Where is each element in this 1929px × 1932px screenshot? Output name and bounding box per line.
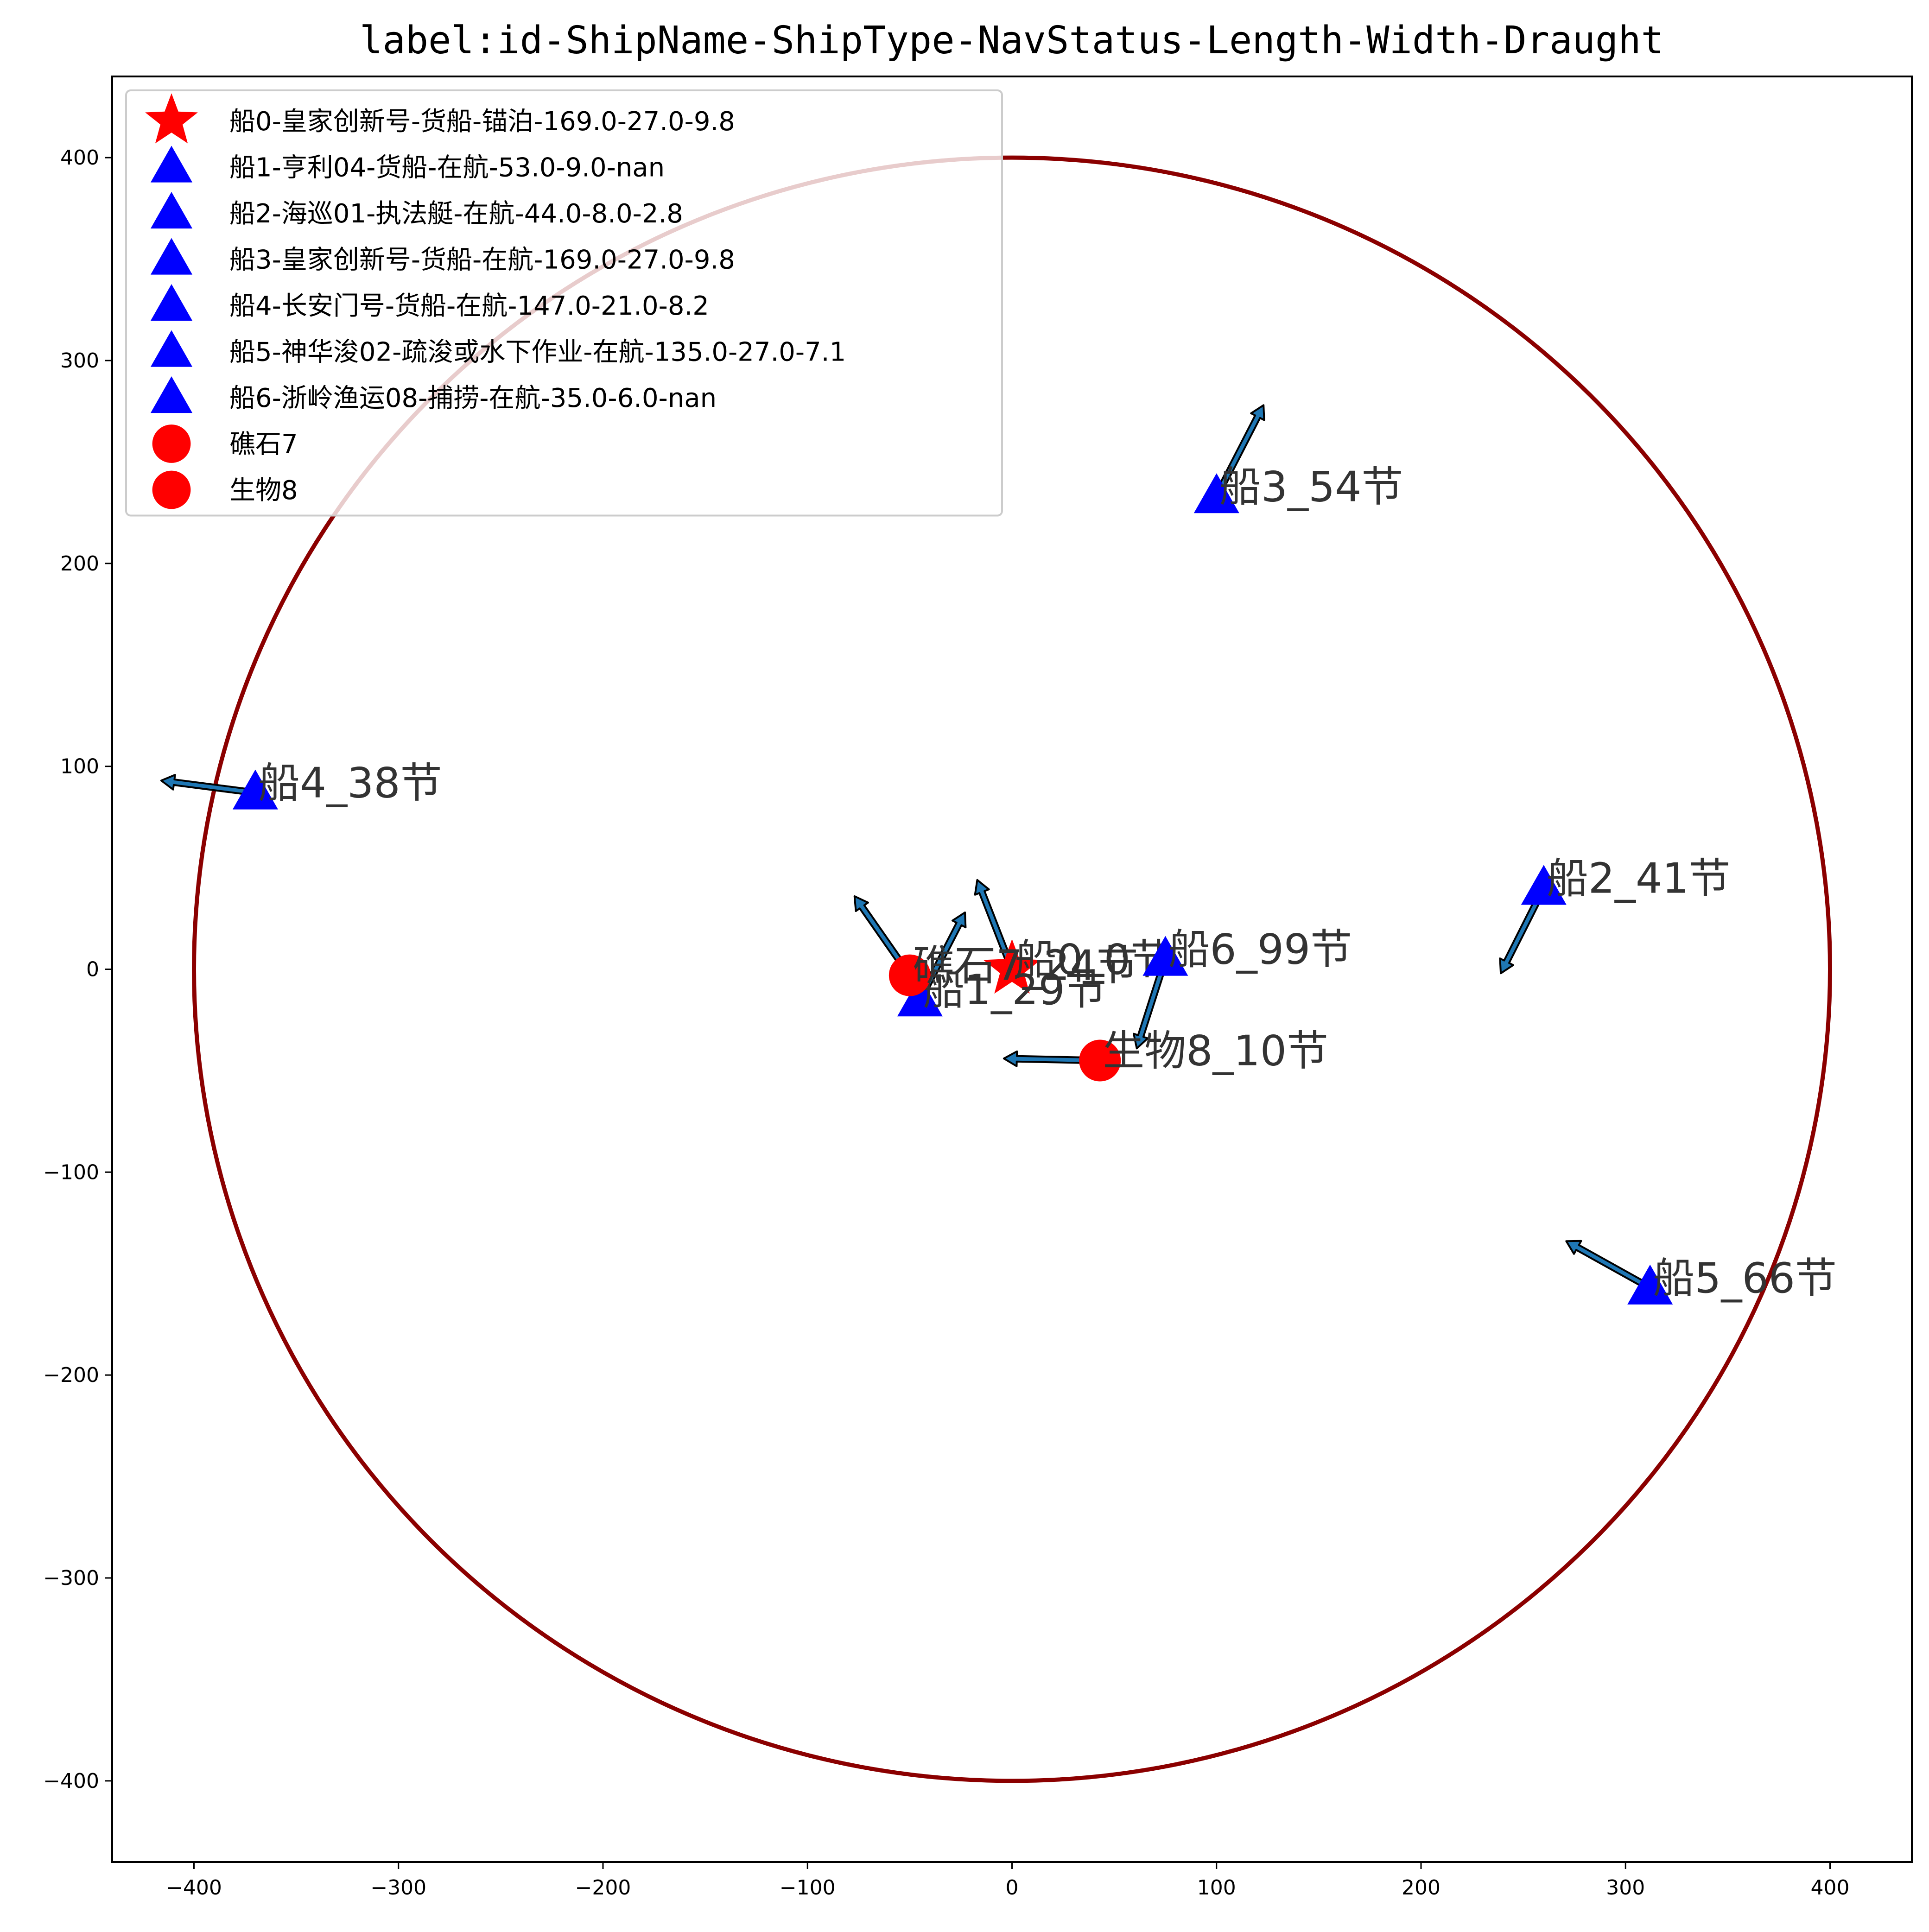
legend-entry-ship5: 船5-神华浚02-疏浚或水下作业-在航-135.0-27.0-7.1 <box>229 337 846 367</box>
x-tick-label: 100 <box>1197 1876 1236 1900</box>
point-label-ship5: 船5_66节 <box>1653 1254 1837 1303</box>
point-label-ship6: 船6_99节 <box>1168 925 1352 974</box>
legend-marker-ship4 <box>150 284 193 321</box>
y-tick-label: 400 <box>60 146 99 170</box>
marker-reef7 <box>888 954 931 996</box>
legend-marker-reef7 <box>152 424 191 463</box>
x-tick-label: 400 <box>1811 1876 1850 1900</box>
point-label-ship1: 船1_29节 <box>923 966 1107 1014</box>
legend-marker-ship0 <box>145 93 198 144</box>
legend-entry-ship4: 船4-长安门号-货船-在航-147.0-21.0-8.2 <box>229 291 709 321</box>
legend-entry-ship3: 船3-皇家创新号-货船-在航-169.0-27.0-9.8 <box>229 245 735 275</box>
x-tick-label: 200 <box>1402 1876 1440 1900</box>
legend-entry-ship0: 船0-皇家创新号-货船-锚泊-169.0-27.0-9.8 <box>229 107 735 137</box>
marker-ship3 <box>1193 473 1239 513</box>
point-label-reef7: 礁石7_24节 <box>913 942 1138 990</box>
x-tick-label: −400 <box>166 1876 222 1900</box>
y-tick-label: 100 <box>60 755 99 779</box>
point-label-ship4: 船4_38节 <box>258 759 442 808</box>
legend-marker-ship3 <box>150 238 193 275</box>
legend-marker-bio8 <box>152 470 191 509</box>
marker-bio8 <box>1079 1039 1121 1082</box>
y-tick-label: −200 <box>43 1363 99 1387</box>
range-circle <box>192 155 1832 1783</box>
heading-arrow-ship4 <box>160 774 257 797</box>
y-tick-label: −400 <box>43 1769 99 1793</box>
y-tick-label: 200 <box>60 552 99 576</box>
heading-arrow-ship0_heading <box>974 879 1016 971</box>
legend-entry-ship1: 船1-亨利04-货船-在航-53.0-9.0-nan <box>229 153 665 183</box>
y-tick-label: 300 <box>60 349 99 373</box>
x-tick-label: −300 <box>370 1876 426 1900</box>
legend-entry-reef7: 礁石7 <box>229 430 298 460</box>
marker-ship5 <box>1627 1264 1673 1305</box>
x-tick-label: −200 <box>575 1876 631 1900</box>
legend-marker-ship5 <box>150 330 193 367</box>
chart-title: label:id-ShipName-ShipType-NavStatus-Len… <box>360 19 1664 63</box>
legend-entry-bio8: 生物8 <box>229 475 298 506</box>
point-label-bio8: 生物8_10节 <box>1103 1027 1328 1076</box>
y-tick-label: 0 <box>86 958 99 982</box>
legend-box <box>125 89 1003 517</box>
legend-entry-ship2: 船2-海巡01-执法艇-在航-44.0-8.0-2.8 <box>229 199 683 229</box>
marker-ship0 <box>983 939 1041 994</box>
point-label-ship2: 船2_41节 <box>1547 854 1731 903</box>
y-tick-label: −300 <box>43 1566 99 1590</box>
x-tick-label: 300 <box>1606 1876 1645 1900</box>
marker-ship1 <box>897 976 943 1017</box>
legend-marker-ship6 <box>150 376 193 413</box>
legend-marker-ship2 <box>150 192 193 229</box>
marker-ship6 <box>1142 936 1188 976</box>
x-tick-label: 0 <box>1006 1876 1019 1900</box>
legend-entry-ship6: 船6-浙岭渔运08-捕捞-在航-35.0-6.0-nan <box>229 383 717 413</box>
y-tick-label: −100 <box>43 1160 99 1184</box>
point-label-ship0: 船0_0节 <box>1015 936 1173 984</box>
legend-marker-ship1 <box>150 146 193 183</box>
marker-ship4 <box>232 769 278 810</box>
x-tick-label: −100 <box>780 1876 836 1900</box>
heading-arrow-ship5 <box>1565 1240 1653 1292</box>
point-label-ship3: 船3_54节 <box>1219 462 1403 511</box>
marker-ship2 <box>1521 865 1567 905</box>
